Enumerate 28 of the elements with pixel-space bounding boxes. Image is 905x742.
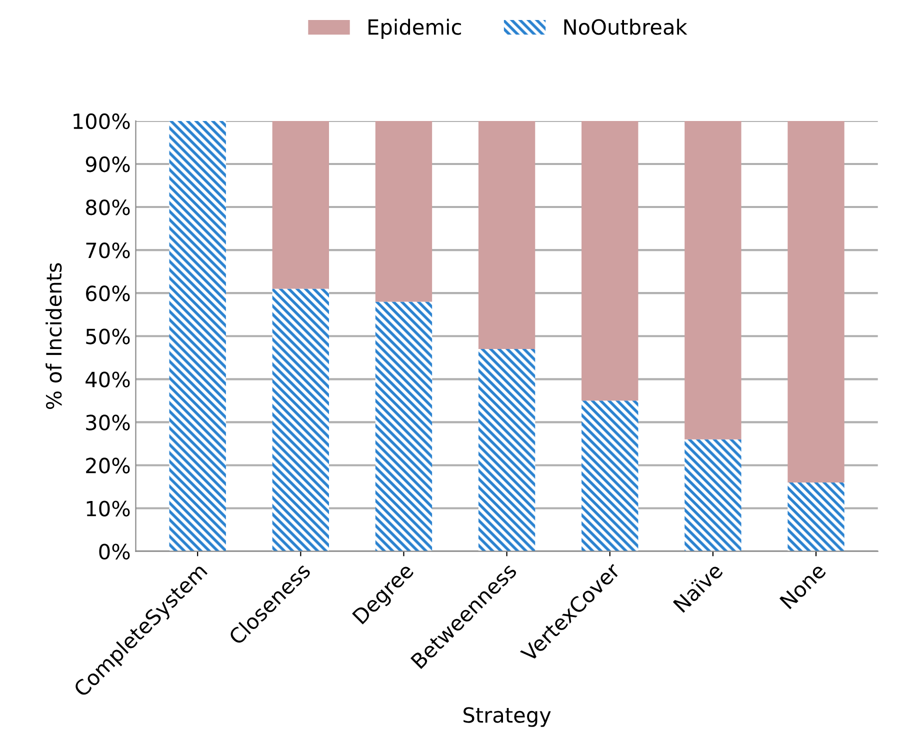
legend-label: NoOutbreak [564,18,688,35]
y-tick-label: 40% [86,372,130,388]
bar [272,288,330,552]
x-axis-title: Strategy [464,707,551,727]
y-tick-label: 30% [86,414,130,430]
bar [788,482,844,552]
y-axis-title: % of Incidents [46,263,62,409]
bar [684,439,742,552]
bar [478,120,536,350]
y-tick-label: 80% [86,199,130,216]
y-tick-label: 90% [86,156,130,172]
bar [478,349,536,552]
y-tick-label: 20% [86,458,130,474]
y-tick-label: 10% [86,500,130,516]
bar [582,400,638,552]
y-tick-label: 0% [99,544,130,560]
bar [684,120,742,440]
legend-label: Epidemic [368,18,461,39]
y-tick-label: 60% [86,286,130,302]
y-tick-label: 100% [74,113,130,130]
bar [272,120,330,289]
bar [375,302,432,552]
bar [375,120,432,302]
bar [169,120,226,552]
y-tick-label: 50% [86,328,130,344]
bar [788,120,844,482]
y-tick-label: 70% [86,242,130,258]
bar [582,120,638,401]
